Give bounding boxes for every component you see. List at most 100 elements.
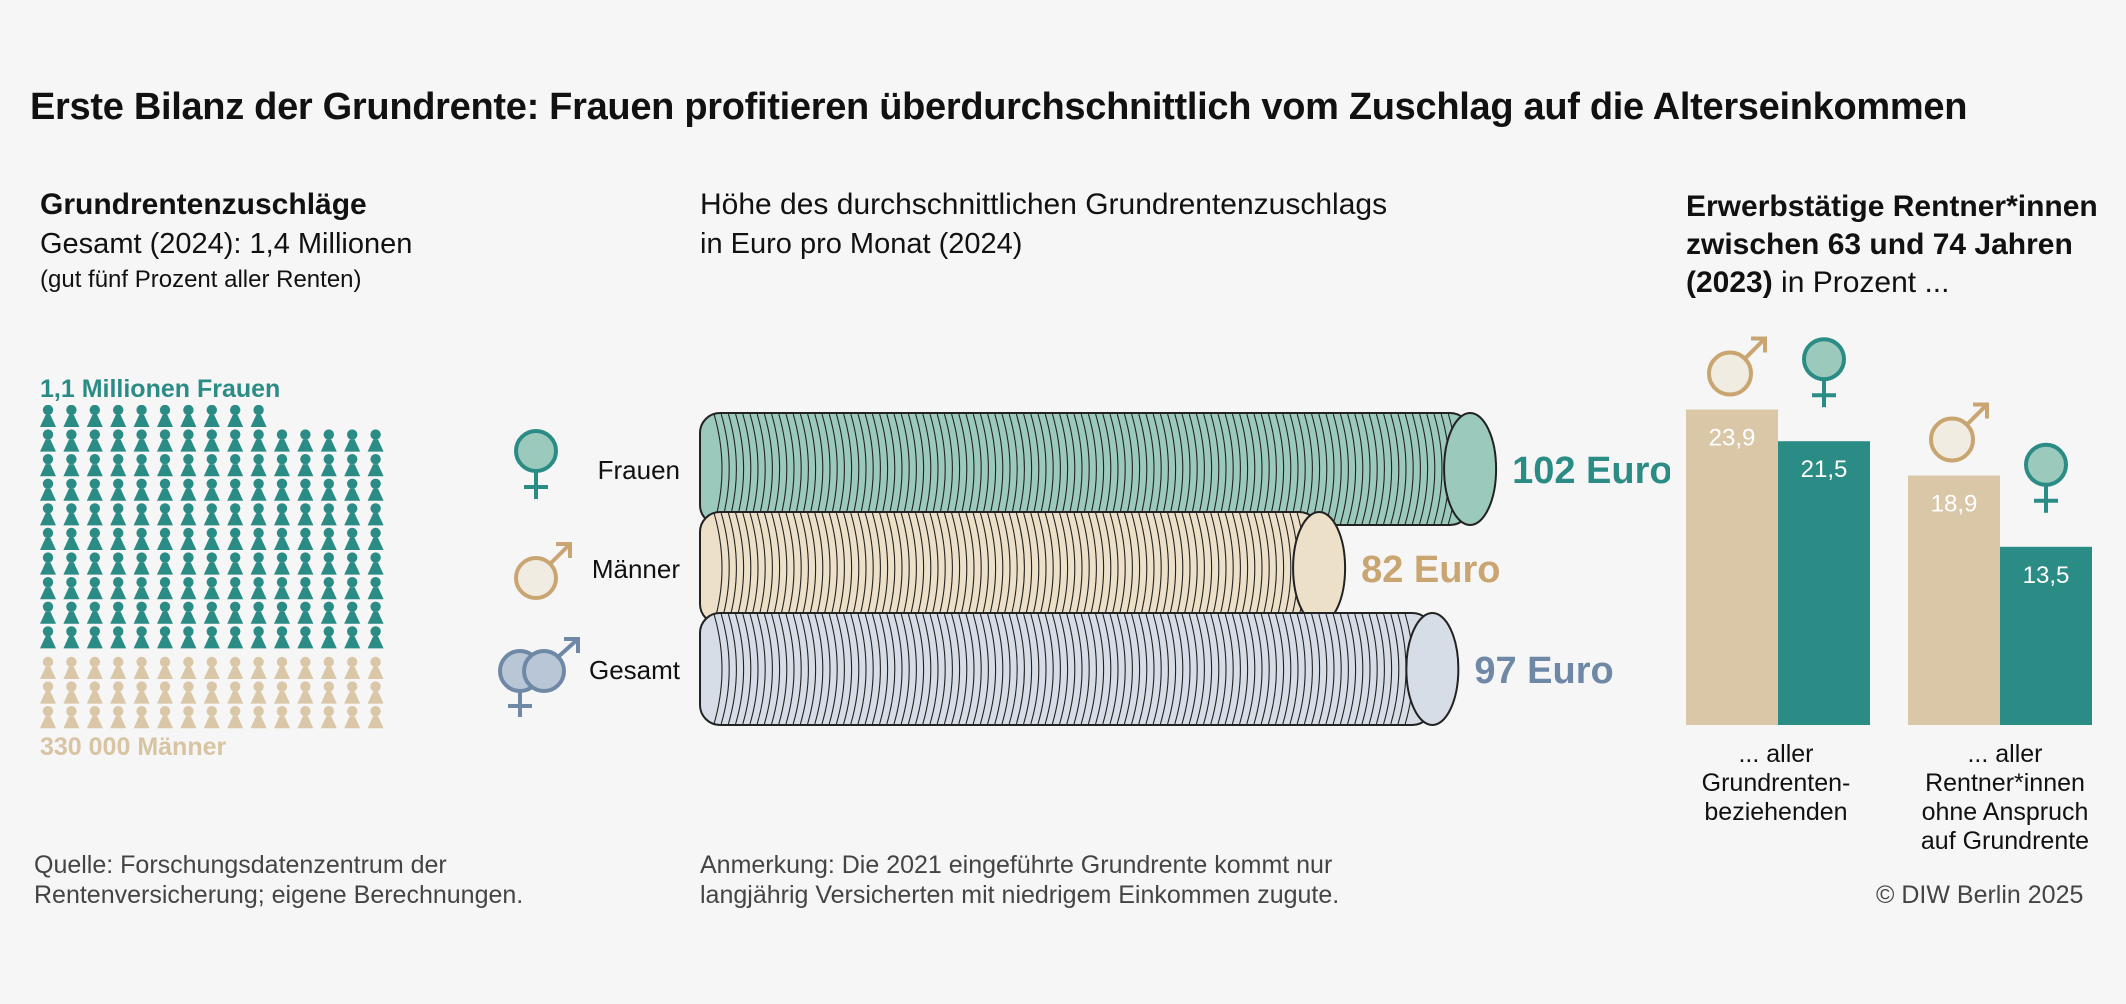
woman-figure [133,454,150,477]
woman-figure [133,429,150,452]
woman-figure [274,626,290,649]
bar-value-label: 18,9 [1931,491,1978,518]
right-heading-year: (2023) [1686,266,1773,299]
woman-figure [110,429,127,452]
bar-frauen-2 [2000,546,2092,725]
woman-figure [274,478,290,501]
woman-figure [180,405,197,427]
woman-figure [227,503,244,526]
male-icon [514,542,572,600]
man-figure [203,706,220,729]
woman-figure [250,552,267,575]
bar-frauen-1 [1778,441,1870,725]
woman-figure [157,405,173,427]
woman-figure [320,552,337,575]
man-figure [297,656,314,679]
woman-figure [110,454,127,477]
annotation-line-2: langjährig Versicherten mit niedrigem Ei… [700,881,1340,909]
left-total: Gesamt (2024): 1,4 Millionen [40,228,413,260]
woman-figure [203,601,220,624]
woman-figure [157,454,173,477]
man-figure [250,656,267,679]
woman-figure [250,527,267,550]
woman-figure [86,429,103,452]
source-note: Quelle: Forschungsdatenzentrum der Rente… [34,850,523,910]
woman-figure [110,552,127,575]
coin-category-label: Gesamt [589,655,681,685]
woman-figure [40,454,56,477]
man-figure [250,706,267,729]
man-figure [367,656,384,679]
woman-figure [180,478,197,501]
woman-figure [40,552,56,575]
woman-figure [250,601,267,624]
man-figure [297,706,314,729]
woman-figure [110,626,127,649]
woman-figure [180,454,197,477]
man-figure [133,681,150,704]
woman-figure [133,503,150,526]
woman-figure [133,626,150,649]
category-label-ohne-anspruch: ... aller Rentner*innen ohne Anspruch auf G… [1900,740,2110,856]
woman-figure [133,552,150,575]
woman-figure [367,601,384,624]
men-count-label: 330 000 Männer [40,733,227,761]
woman-figure [203,454,220,477]
man-figure [227,681,244,704]
category-label-line: ohne Anspruch [1921,798,2089,826]
source-line-2: Rentenversicherung; eigene Berechnungen. [34,881,524,909]
man-figure [157,656,173,679]
right-heading-line2: zwischen 63 und 74 Jahren [1686,228,2073,261]
female-icon [1802,337,1846,408]
woman-figure [180,527,197,550]
coin-bar-chart: Frauen 102 Euro Männer 82 Euro Gesamt 97 Euro [498,412,1670,726]
woman-figure [227,454,244,477]
woman-figure [297,626,314,649]
pictogram-chart [40,405,384,729]
coin-bar-1 [699,412,1498,526]
woman-figure [274,503,290,526]
woman-figure [86,601,103,624]
woman-figure [110,503,127,526]
man-figure [157,681,173,704]
woman-figure [320,626,337,649]
man-figure [274,706,290,729]
woman-figure [344,429,361,452]
woman-figure [344,577,361,600]
woman-figure [320,478,337,501]
woman-figure [40,503,56,526]
man-figure [40,706,56,729]
category-label-line: ... aller [1738,740,1814,768]
coin-bar-3 [699,612,1460,726]
woman-figure [86,478,103,501]
woman-figure [86,552,103,575]
bar-value-label: 23,9 [1709,425,1756,452]
woman-figure [344,454,361,477]
woman-figure [227,405,244,427]
woman-figure [133,577,150,600]
left-heading: Grundrentenzuschläge [40,188,367,221]
female-icon [2024,442,2068,513]
woman-figure [157,478,173,501]
woman-figure [180,503,197,526]
male-icon [1707,336,1767,397]
man-figure [320,706,337,729]
woman-figure [227,626,244,649]
woman-figure [297,527,314,550]
woman-figure [133,601,150,624]
woman-figure [250,429,267,452]
woman-figure [157,503,173,526]
coin-bar-2 [699,511,1347,625]
woman-figure [110,577,127,600]
category-label-line: auf Grundrente [1920,827,2090,855]
man-figure [227,706,244,729]
woman-figure [63,527,80,550]
woman-figure [63,454,80,477]
woman-figure [63,626,80,649]
woman-figure [320,454,337,477]
woman-figure [274,577,290,600]
women-count-label: 1,1 Millionen Frauen [40,375,281,403]
coin-category-label: Frauen [598,455,680,485]
right-heading-line3: (2023) in Prozent ... [1686,264,2098,302]
